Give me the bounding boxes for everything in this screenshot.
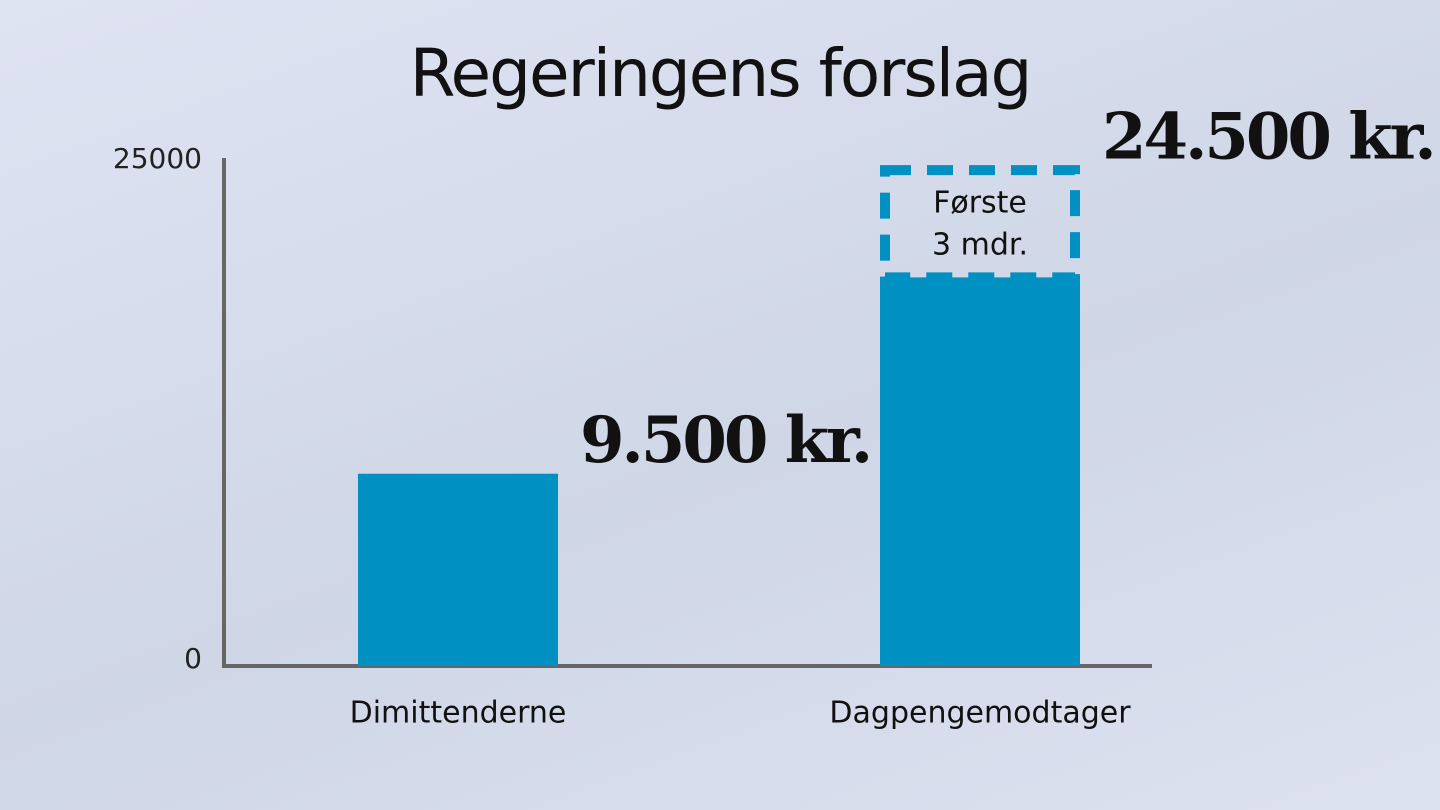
value-label: 24.500 kr. <box>1102 100 1434 175</box>
x-tick-label: Dagpengemodtager <box>829 696 1131 731</box>
annotation: 3 mdr. <box>932 227 1028 262</box>
y-tick-label: 0 <box>184 642 202 675</box>
annotation: Første <box>933 185 1027 220</box>
bar <box>358 473 558 666</box>
bar <box>880 277 1080 666</box>
value-label: 9.500 kr. <box>580 403 870 478</box>
y-tick-label: 25000 <box>113 142 202 175</box>
dashed-bar-extension <box>880 165 1080 283</box>
x-tick-label: Dimittenderne <box>350 696 567 731</box>
chart-title: Regeringens forslag <box>410 35 1031 112</box>
